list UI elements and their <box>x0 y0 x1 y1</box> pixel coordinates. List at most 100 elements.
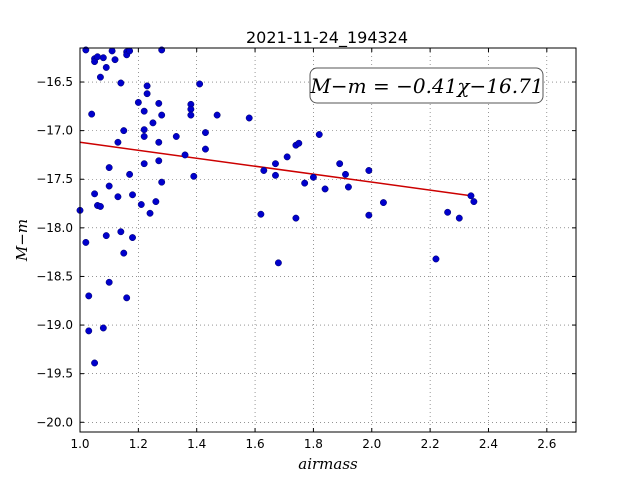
data-point <box>344 183 352 191</box>
data-point <box>342 170 349 178</box>
data-point <box>102 232 110 240</box>
x-tick-label: 2.6 <box>537 437 556 451</box>
annotation-text: M−m = −0.41χ−16.71 <box>309 74 543 98</box>
x-tick-label: 2.2 <box>421 437 440 451</box>
data-point <box>140 107 148 115</box>
data-point <box>365 167 373 174</box>
data-point <box>158 178 166 186</box>
data-point <box>105 164 113 172</box>
data-point <box>140 126 148 134</box>
data-point <box>146 209 154 217</box>
data-point <box>260 167 268 174</box>
data-point <box>105 278 113 286</box>
data-point <box>117 79 125 87</box>
data-point <box>181 151 189 159</box>
data-point <box>467 192 475 200</box>
data-point <box>94 53 101 61</box>
data-point <box>272 160 279 168</box>
data-point <box>137 201 145 208</box>
x-tick-label: 1.4 <box>187 437 206 451</box>
data-point <box>444 208 452 216</box>
data-point <box>283 153 291 161</box>
data-point <box>99 54 107 62</box>
data-point <box>187 111 195 119</box>
data-point <box>105 182 113 190</box>
data-point <box>152 198 160 206</box>
data-point <box>88 110 96 118</box>
annotation-box <box>309 67 544 104</box>
y-tick-label: −19.0 <box>36 318 73 332</box>
data-point <box>336 160 344 168</box>
data-point <box>149 119 157 127</box>
data-point <box>257 210 265 218</box>
chart-title: 2021-11-24_194324 <box>246 28 408 48</box>
data-point <box>155 99 163 107</box>
y-tick-label: −18.0 <box>36 221 73 235</box>
data-point <box>120 127 128 135</box>
data-point <box>309 173 317 181</box>
x-axis-label: airmass <box>298 455 358 473</box>
data-point <box>213 111 221 119</box>
data-point <box>111 56 119 64</box>
data-point <box>134 98 142 106</box>
data-point <box>129 234 136 242</box>
y-tick-label: −16.5 <box>36 75 73 89</box>
y-tick-label: −17.0 <box>36 124 73 138</box>
data-point <box>292 214 300 222</box>
data-point <box>123 294 131 302</box>
x-tick-label: 1.2 <box>129 437 148 451</box>
data-point <box>126 170 134 178</box>
data-point <box>158 111 166 119</box>
data-point <box>245 114 253 122</box>
y-tick-label: −19.5 <box>36 367 73 381</box>
data-point <box>91 359 99 367</box>
data-point <box>102 63 110 71</box>
data-point <box>120 249 128 257</box>
fit-annotation: M−m = −0.41χ−16.71 <box>309 67 544 104</box>
data-point <box>321 185 329 193</box>
data-point <box>315 131 323 138</box>
y-tick-label: −20.0 <box>36 415 73 429</box>
data-point <box>126 47 134 55</box>
y-tick-label: −18.5 <box>36 269 73 283</box>
y-axis-ticks: −16.5 −17.0 −17.5 −18.0 −18.5 −19.0 −19.5 −20.0 <box>36 75 576 429</box>
data-point <box>140 160 148 168</box>
fit-line <box>79 141 472 197</box>
data-point <box>129 191 136 199</box>
x-tick-label: 1.8 <box>304 437 323 451</box>
data-point <box>114 193 122 201</box>
data-point <box>155 138 163 146</box>
data-point <box>295 139 303 147</box>
data-point <box>196 80 204 88</box>
data-point <box>96 73 104 81</box>
data-points <box>76 46 478 367</box>
data-point <box>301 179 309 187</box>
data-point <box>470 198 478 206</box>
data-point <box>274 259 282 267</box>
data-point <box>99 324 107 332</box>
y-tick-label: −17.5 <box>36 172 73 186</box>
x-tick-label: 2.0 <box>362 437 381 451</box>
data-point <box>108 47 116 55</box>
x-tick-label: 1.0 <box>70 437 89 451</box>
data-point <box>114 138 122 146</box>
grid-lines <box>79 48 576 432</box>
y-axis-label: M−m <box>13 219 31 262</box>
data-point <box>172 133 180 140</box>
data-point <box>140 133 148 140</box>
data-point <box>117 228 125 236</box>
data-point <box>187 105 195 113</box>
data-point <box>85 292 93 300</box>
data-point <box>190 172 198 180</box>
x-axis-ticks: 1.0 1.2 1.4 1.6 1.8 2.0 2.2 2.4 2.6 <box>70 48 556 451</box>
data-point <box>155 157 163 165</box>
data-point <box>96 203 104 210</box>
data-point <box>143 90 151 98</box>
x-tick-label: 1.6 <box>246 437 265 451</box>
data-point <box>379 199 387 207</box>
data-point <box>365 211 373 219</box>
x-tick-label: 2.4 <box>479 437 498 451</box>
fit-line-group <box>79 141 472 197</box>
data-point <box>91 190 99 198</box>
